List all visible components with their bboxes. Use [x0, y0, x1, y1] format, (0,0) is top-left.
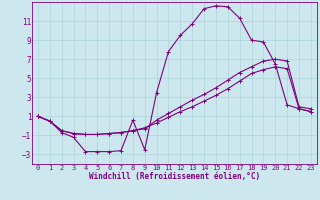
X-axis label: Windchill (Refroidissement éolien,°C): Windchill (Refroidissement éolien,°C) — [89, 172, 260, 181]
